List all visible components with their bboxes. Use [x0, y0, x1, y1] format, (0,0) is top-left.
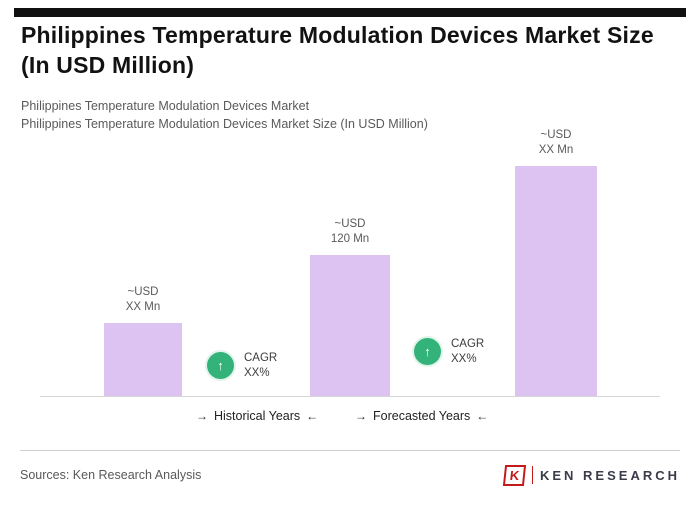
bar-group-forecast: ~USD XX Mn [515, 128, 597, 396]
bar-forecast [515, 166, 597, 396]
bar-value-label: ~USD XX Mn [125, 286, 161, 313]
sources-note: Sources: Ken Research Analysis [20, 468, 202, 482]
logo-separator [531, 466, 533, 484]
axis-group-historical-years: → Historical Years ← [196, 409, 318, 423]
axis-group-forecasted-years: → Forecasted Years ← [355, 409, 488, 423]
left-arrow-icon: ← [476, 409, 489, 423]
cagr-text: CAGR XX% [451, 338, 485, 365]
page-title: Philippines Temperature Modulation Devic… [21, 22, 654, 79]
ken-research-logo-text: KEN RESEARCH [539, 467, 680, 483]
bar-historical [104, 323, 182, 396]
bar-current [310, 255, 390, 396]
right-arrow-icon: → [355, 409, 367, 423]
footer: Sources: Ken Research Analysis K KEN RES… [20, 460, 680, 490]
axis-group-label: Forecasted Years [373, 409, 471, 423]
cagr-badge-forecast: ↑ CAGR XX% [414, 337, 484, 366]
subtitle-line-1: Philippines Temperature Modulation Devic… [21, 99, 310, 113]
bar-value-label: ~USD XX Mn [538, 129, 574, 156]
growth-up-arrow-icon: ↑ [207, 352, 234, 380]
subtitle-line-2: Philippines Temperature Modulation Devic… [21, 117, 428, 132]
chart-subtitle: Philippines Temperature Modulation Devic… [21, 97, 428, 133]
bar-group-historical: ~USD XX Mn [104, 285, 182, 396]
footer-divider [20, 450, 680, 451]
ken-research-logo: K KEN RESEARCH [502, 464, 680, 486]
cagr-text: CAGR XX% [244, 352, 278, 379]
bar-group-current: ~USD 120 Mn [310, 217, 390, 396]
left-arrow-icon: ← [306, 409, 319, 423]
growth-up-arrow-icon: ↑ [414, 338, 441, 366]
top-accent-bar [14, 8, 686, 17]
ken-research-logo-icon: K [502, 464, 527, 486]
right-arrow-icon: → [196, 409, 208, 423]
cagr-badge-historical: ↑ CAGR XX% [207, 351, 277, 380]
axis-group-label: Historical Years [214, 409, 301, 423]
bar-chart: ~USD XX Mn ~USD 120 Mn ~USD XX Mn ↑ CAGR… [40, 129, 660, 397]
bar-value-label: ~USD 120 Mn [330, 218, 370, 245]
x-axis-group-labels: → Historical Years ← → Forecasted Years … [0, 409, 700, 429]
